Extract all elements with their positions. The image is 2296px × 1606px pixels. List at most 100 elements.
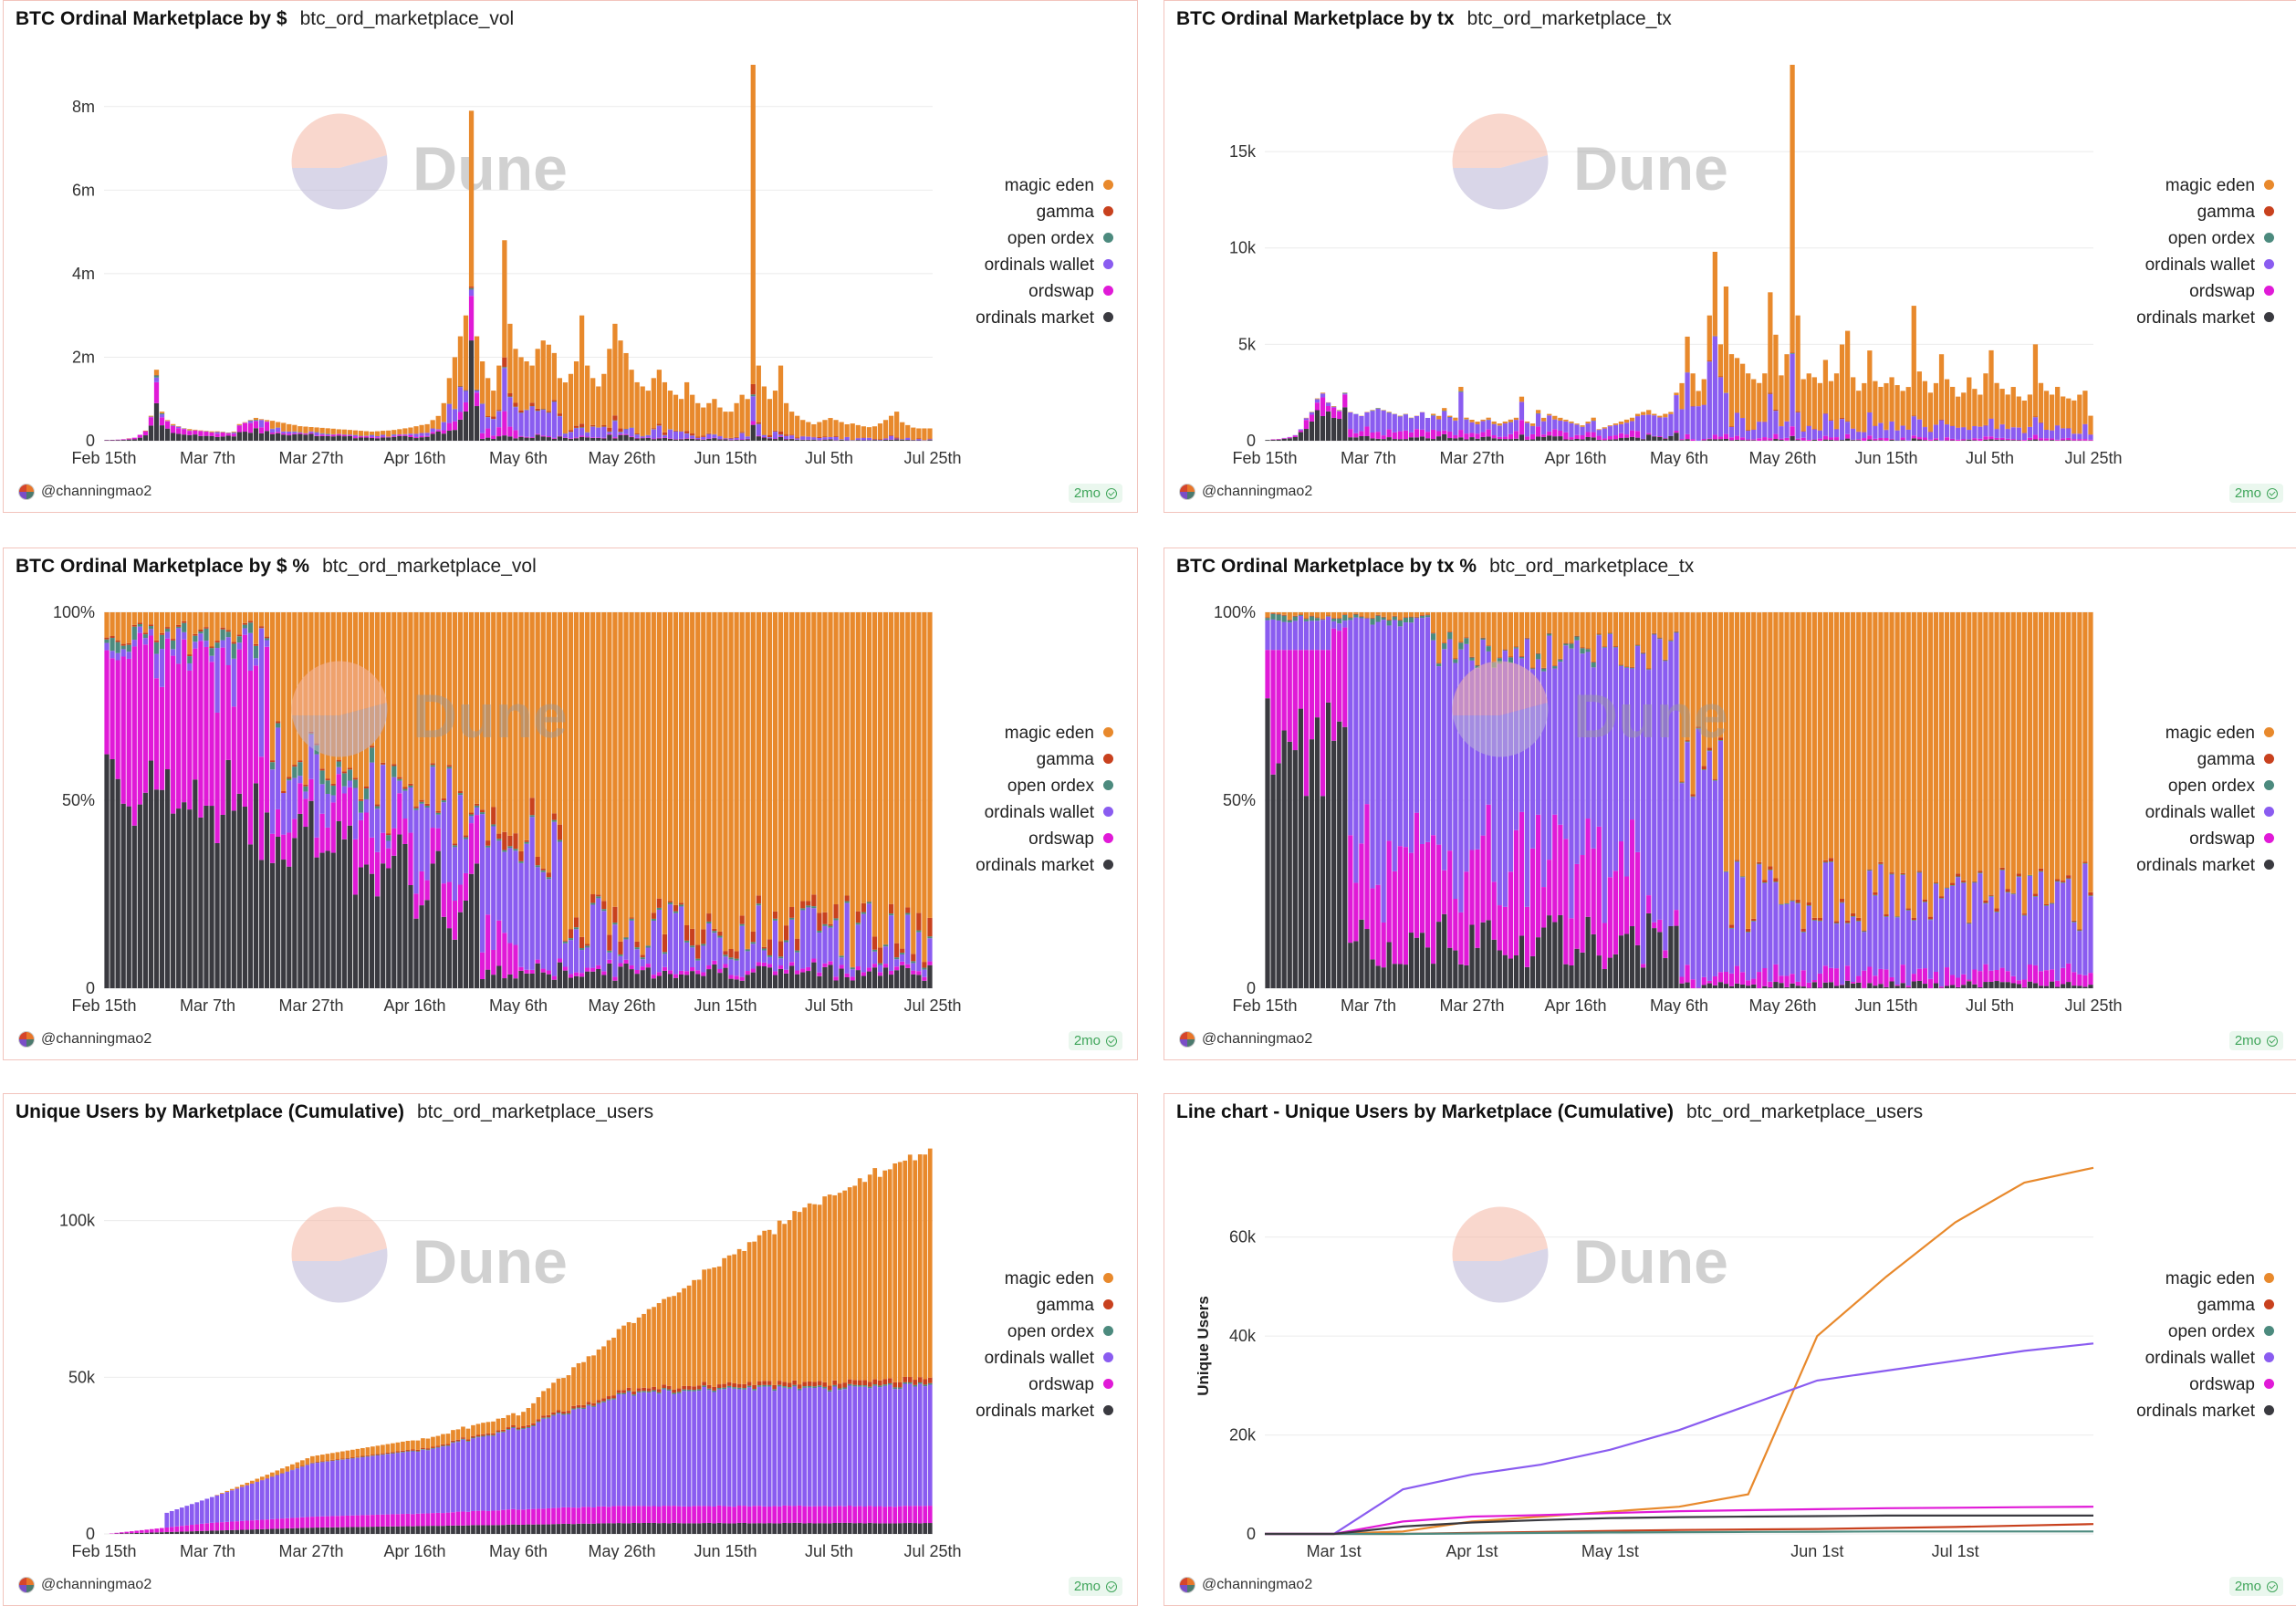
legend-item[interactable]: ordswap — [976, 826, 1113, 852]
legend-item[interactable]: ordswap — [2136, 826, 2274, 852]
bar-segment — [1574, 612, 1580, 636]
bar-segment — [1768, 394, 1773, 439]
freshness-badge[interactable]: 2mo — [2228, 1031, 2283, 1050]
author[interactable]: @channingmao2 — [1179, 484, 1312, 500]
chart-title[interactable]: BTC Ordinal Marketplace by $ % — [16, 556, 310, 577]
bar-segment — [405, 1513, 411, 1527]
bar-segment — [1458, 612, 1464, 642]
legend-item[interactable]: ordswap — [976, 278, 1113, 305]
legend-item[interactable]: gamma — [2136, 1292, 2274, 1319]
bar-segment — [485, 612, 491, 841]
query-name[interactable]: btc_ord_marketplace_tx — [1489, 556, 1695, 577]
legend-item[interactable]: ordinals wallet — [2136, 799, 2274, 826]
freshness-badge[interactable]: 2mo — [2228, 484, 2283, 503]
legend-item[interactable]: magic eden — [2136, 1266, 2274, 1292]
legend-item[interactable]: open ordex — [2136, 1319, 2274, 1345]
legend-item[interactable]: ordinals wallet — [2136, 1345, 2274, 1371]
bar-segment — [783, 973, 789, 988]
legend-item[interactable]: gamma — [2136, 199, 2274, 225]
legend-item[interactable]: ordinals wallet — [976, 1345, 1113, 1371]
query-name[interactable]: btc_ord_marketplace_users — [1685, 1101, 1924, 1122]
bar-segment — [695, 944, 701, 959]
bar-segment — [1712, 434, 1717, 440]
legend-item[interactable]: ordinals wallet — [976, 252, 1113, 278]
bar-segment — [596, 386, 601, 428]
freshness-badge[interactable]: 2mo — [1068, 1577, 1122, 1596]
bar-segment — [571, 1524, 576, 1534]
bar-segment — [1916, 968, 1922, 981]
legend-item[interactable]: open ordex — [976, 1319, 1113, 1345]
legend-item[interactable]: open ordex — [2136, 773, 2274, 799]
legend-item[interactable]: ordswap — [2136, 278, 2274, 305]
bar-segment — [887, 1384, 892, 1507]
legend-item[interactable]: ordinals wallet — [976, 799, 1113, 826]
author[interactable]: @channingmao2 — [18, 1031, 151, 1048]
bar-segment — [242, 624, 247, 629]
legend-item[interactable]: ordinals market — [2136, 305, 2274, 331]
bar-segment — [264, 646, 270, 813]
legend-item[interactable]: gamma — [2136, 746, 2274, 773]
author[interactable]: @channingmao2 — [18, 484, 151, 500]
bar-segment — [862, 1182, 868, 1381]
author[interactable]: @channingmao2 — [1179, 1577, 1312, 1593]
bar-segment — [134, 1532, 140, 1534]
bar-segment — [457, 412, 464, 420]
chart-title[interactable]: Unique Users by Marketplace (Cumulative) — [16, 1101, 404, 1122]
chart-title[interactable]: Line chart - Unique Users by Marketplace… — [1176, 1101, 1674, 1122]
bar-segment — [365, 1515, 370, 1528]
bar-segment — [347, 434, 352, 436]
legend-item[interactable]: magic eden — [976, 1266, 1113, 1292]
query-name[interactable]: btc_ord_marketplace_users — [416, 1101, 654, 1122]
legend-item[interactable]: ordswap — [976, 1371, 1113, 1398]
freshness-badge[interactable]: 2mo — [1068, 1031, 1122, 1050]
bar-segment — [1988, 894, 1994, 896]
legend-item[interactable]: gamma — [976, 199, 1113, 225]
bar-segment — [194, 1502, 200, 1525]
author[interactable]: @channingmao2 — [18, 1577, 151, 1593]
query-name[interactable]: btc_ord_marketplace_tx — [1466, 8, 1672, 29]
legend-item[interactable]: open ordex — [2136, 225, 2274, 252]
bar-segment — [2005, 440, 2010, 441]
legend-item[interactable]: magic eden — [2136, 720, 2274, 746]
chart-title[interactable]: BTC Ordinal Marketplace by tx — [1176, 8, 1455, 29]
legend-item[interactable]: ordinals market — [2136, 852, 2274, 879]
legend-item[interactable]: open ordex — [976, 225, 1113, 252]
bar-segment — [1403, 430, 1408, 440]
bar-segment — [1408, 437, 1414, 441]
bar-segment — [1983, 436, 1988, 440]
query-name[interactable]: btc_ord_marketplace_vol — [299, 8, 515, 29]
bar-segment — [761, 437, 767, 441]
legend-item[interactable]: magic eden — [976, 720, 1113, 746]
legend-item[interactable]: ordswap — [2136, 1371, 2274, 1398]
bar-segment — [391, 430, 397, 434]
bar-segment — [686, 1285, 692, 1386]
legend-item[interactable]: gamma — [976, 1292, 1113, 1319]
bar-segment — [1359, 415, 1364, 432]
bar-segment — [1386, 437, 1392, 441]
bar-segment — [2027, 426, 2033, 438]
bar-segment — [247, 632, 254, 671]
legend-item[interactable]: ordinals market — [976, 305, 1113, 331]
bar-segment — [391, 435, 397, 437]
author[interactable]: @channingmao2 — [1179, 1031, 1312, 1048]
bar-segment — [640, 386, 645, 436]
freshness-badge[interactable]: 2mo — [1068, 484, 1122, 503]
legend-item[interactable]: gamma — [976, 746, 1113, 773]
legend-item[interactable]: magic eden — [2136, 172, 2274, 199]
bar-segment — [1408, 933, 1414, 988]
bar-segment — [591, 1403, 596, 1406]
legend-item[interactable]: open ordex — [976, 773, 1113, 799]
bar-segment — [828, 961, 833, 965]
chart-title[interactable]: BTC Ordinal Marketplace by $ — [16, 8, 287, 29]
bar-segment — [832, 1194, 838, 1381]
legend-item[interactable]: ordinals wallet — [2136, 252, 2274, 278]
legend-item[interactable]: ordinals market — [976, 852, 1113, 879]
legend-item[interactable]: ordinals market — [2136, 1398, 2274, 1424]
legend-item[interactable]: magic eden — [976, 172, 1113, 199]
chart-title[interactable]: BTC Ordinal Marketplace by tx % — [1176, 556, 1477, 577]
bar-segment — [857, 1385, 862, 1387]
freshness-badge[interactable]: 2mo — [2228, 1577, 2283, 1596]
legend-item[interactable]: ordinals market — [976, 1398, 1113, 1424]
bar-segment — [1790, 426, 1795, 436]
query-name[interactable]: btc_ord_marketplace_vol — [322, 556, 537, 577]
